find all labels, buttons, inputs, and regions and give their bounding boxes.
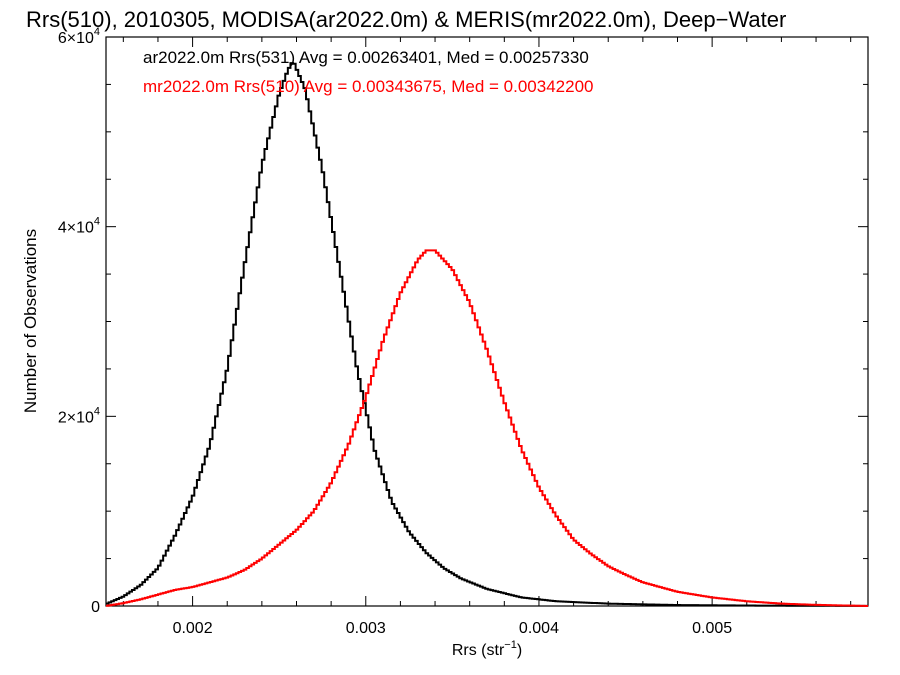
- y-tick-mantissa: 4×10: [58, 220, 94, 237]
- series-layer: [106, 62, 869, 607]
- y-tick-exponent: 4: [94, 405, 100, 417]
- legend: ar2022.0m Rrs(531) Avg = 0.00263401, Med…: [143, 48, 594, 96]
- x-axis-label-exponent: −1: [504, 639, 517, 651]
- plot-frame: [105, 36, 869, 607]
- x-tick-label-2: 0.004: [519, 620, 559, 637]
- y-tick-label-2: 4×104: [58, 216, 100, 237]
- series-line-0: [106, 62, 869, 607]
- x-tick-label-0: 0.002: [173, 620, 213, 637]
- y-tick-mantissa: 2×10: [58, 409, 94, 426]
- legend-entry-black: ar2022.0m Rrs(531) Avg = 0.00263401, Med…: [143, 48, 589, 67]
- x-axis-label: Rrs (str−1): [452, 639, 522, 659]
- x-tick-label-1: 0.003: [346, 620, 386, 637]
- y-tick-label-3: 6×104: [58, 26, 100, 47]
- chart-title: Rrs(510), 2010305, MODISA(ar2022.0m) & M…: [26, 7, 786, 32]
- y-axis-label: Number of Observations: [21, 229, 40, 413]
- x-axis-label-close: ): [517, 642, 522, 659]
- y-tick-mantissa: 0: [91, 599, 100, 616]
- y-tick-exponent: 4: [94, 26, 100, 38]
- y-tick-mantissa: 6×10: [58, 30, 94, 47]
- y-tick-label-1: 2×104: [58, 405, 100, 426]
- x-axis-label-text: Rrs (str: [452, 642, 505, 659]
- y-tick-label-0: 0: [91, 599, 100, 616]
- series-line-1: [106, 249, 869, 607]
- x-tick-label-3: 0.005: [692, 620, 732, 637]
- y-tick-exponent: 4: [94, 216, 100, 228]
- legend-entry-red: mr2022.0m Rrs(510) Avg = 0.00343675, Med…: [143, 77, 594, 96]
